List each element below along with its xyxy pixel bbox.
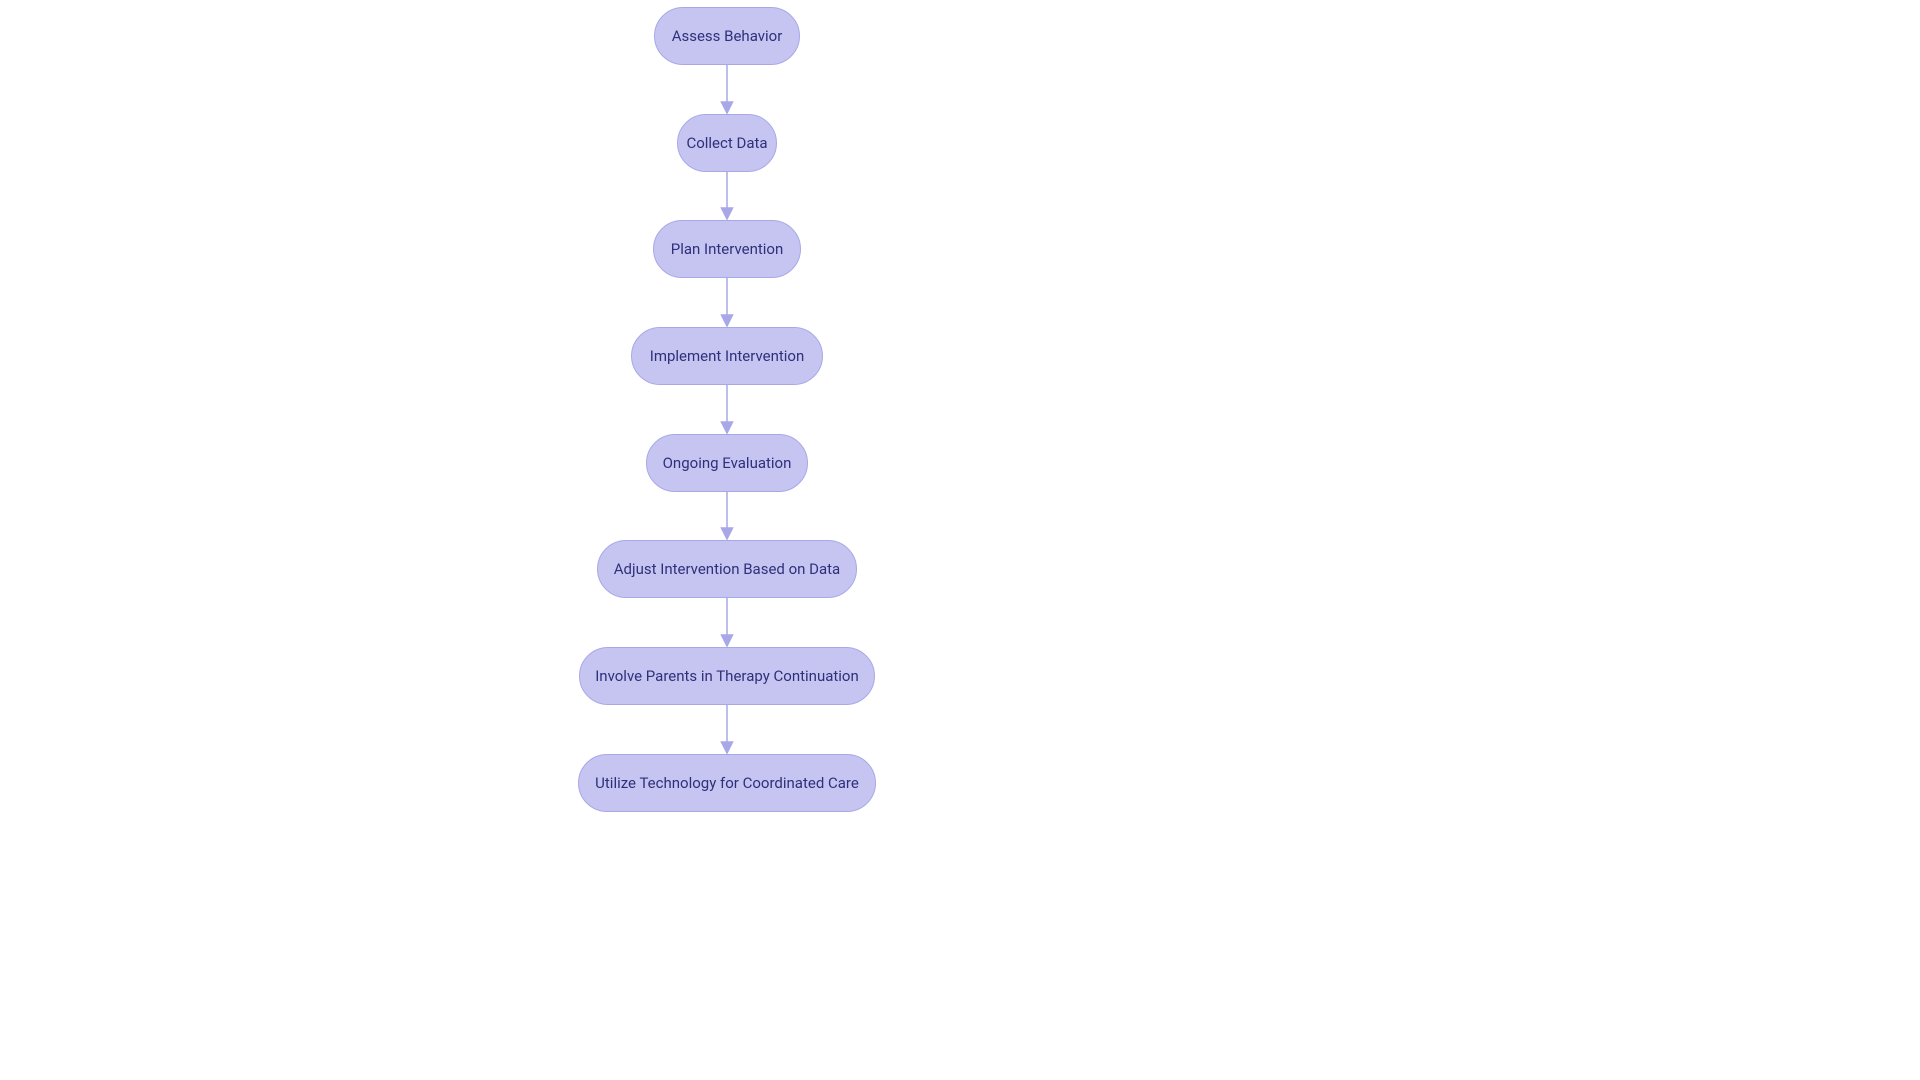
flowchart-node-label: Adjust Intervention Based on Data bbox=[614, 560, 840, 578]
flowchart-node-label: Involve Parents in Therapy Continuation bbox=[595, 667, 859, 685]
flowchart-node-label: Implement Intervention bbox=[650, 347, 805, 365]
flowchart-node-label: Collect Data bbox=[686, 134, 767, 152]
flowchart-node-n6: Adjust Intervention Based on Data bbox=[597, 540, 857, 598]
flowchart-node-n4: Implement Intervention bbox=[631, 327, 823, 385]
flowchart-node-n3: Plan Intervention bbox=[653, 220, 801, 278]
flowchart-node-n2: Collect Data bbox=[677, 114, 777, 172]
flowchart-node-label: Ongoing Evaluation bbox=[663, 454, 792, 472]
flowchart-node-n7: Involve Parents in Therapy Continuation bbox=[579, 647, 875, 705]
flowchart-node-n8: Utilize Technology for Coordinated Care bbox=[578, 754, 876, 812]
flowchart-node-n5: Ongoing Evaluation bbox=[646, 434, 808, 492]
flowchart-node-n1: Assess Behavior bbox=[654, 7, 800, 65]
flowchart-node-label: Utilize Technology for Coordinated Care bbox=[595, 774, 859, 792]
flowchart-edges bbox=[0, 0, 1920, 1080]
flowchart-node-label: Plan Intervention bbox=[671, 240, 784, 258]
flowchart-node-label: Assess Behavior bbox=[672, 27, 783, 45]
flowchart-canvas: Assess Behavior Collect Data Plan Interven… bbox=[0, 0, 1920, 1080]
